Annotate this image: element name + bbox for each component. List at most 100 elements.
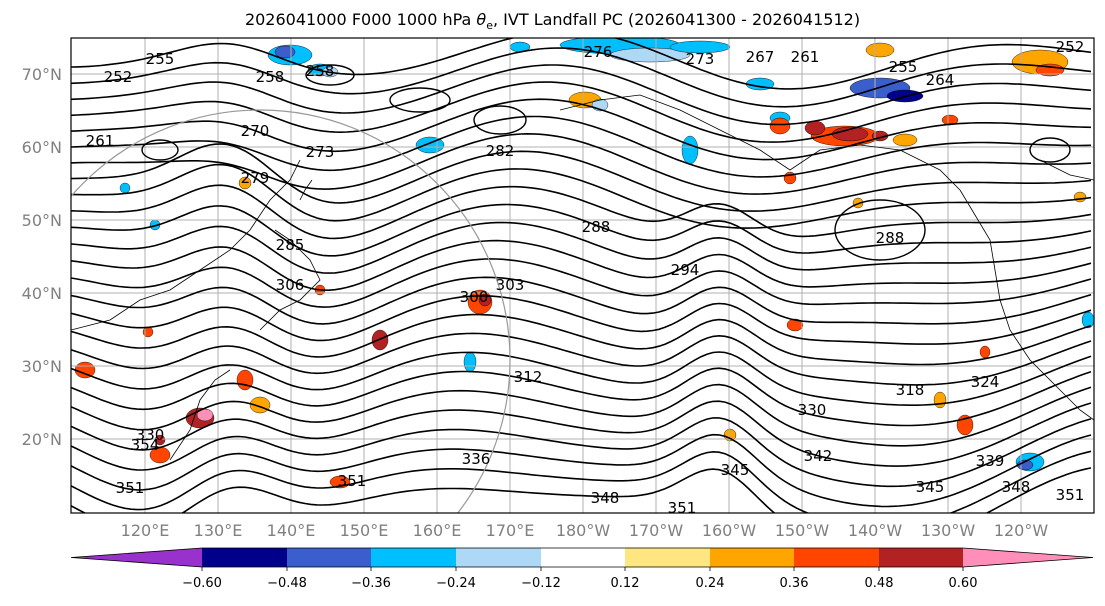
colorbar-tick-label: −0.24: [436, 576, 476, 591]
contour-label-group: 273: [306, 143, 335, 161]
ivt-shaded-patch: [979, 345, 991, 359]
title-variable-subscript: e: [486, 19, 493, 33]
contour-label: 324: [971, 373, 1000, 391]
contour-label-group: 351: [668, 499, 697, 517]
contour-label-group: 258: [306, 62, 335, 80]
contour-label: 351: [338, 472, 367, 490]
contour-label: 318: [896, 381, 925, 399]
theta-e-contour: [71, 313, 1092, 366]
lat-label: 60°N: [22, 138, 62, 157]
lat-label: 70°N: [22, 65, 62, 84]
colorbar-bin: [625, 548, 710, 567]
theta-e-contour: [71, 143, 1092, 212]
theta-e-contour: [71, 467, 1092, 513]
theta-e-contour: [71, 239, 1092, 292]
theta-e-contour: [71, 115, 1092, 178]
contour-label-group: 261: [791, 48, 820, 66]
contour-label-group: 288: [876, 229, 905, 247]
lat-label: 30°N: [22, 357, 62, 376]
contour-label: 345: [721, 461, 750, 479]
map-content: [71, 38, 1094, 513]
contour-label-group: 330: [136, 426, 165, 444]
theta-e-contour: [71, 351, 1092, 406]
title-variable: θe: [476, 10, 493, 33]
colorbar-tick-label: −0.60: [182, 576, 222, 591]
contour-label: 279: [241, 169, 270, 187]
contour-label-group: 351: [338, 472, 367, 490]
ivt-shaded-patch: [1073, 191, 1087, 203]
contour-label-group: 306: [276, 276, 305, 294]
contour-label-group: 282: [486, 142, 515, 160]
lon-label: 170°E: [486, 521, 535, 540]
contour-label: 306: [276, 276, 305, 294]
lon-label: 140°E: [267, 521, 316, 540]
theta-e-contour: [71, 417, 1092, 488]
ivt-shaded-patch: [478, 293, 492, 307]
great-circle-layer: [71, 109, 511, 513]
contour-label: 285: [276, 236, 305, 254]
ivt-shaded-patch: [769, 117, 791, 135]
contour-label: 300: [460, 288, 489, 306]
contour-label: 261: [86, 132, 115, 150]
theta-e-contour: [71, 276, 1092, 325]
colorbar-bin: [371, 548, 456, 567]
contour-label: 258: [306, 62, 335, 80]
theta-e-contour: [71, 38, 1092, 90]
ivt-shaded-patch: [681, 135, 699, 165]
theta-e-contour: [71, 64, 1092, 126]
lon-label: 150°E: [340, 521, 389, 540]
contour-label: 348: [591, 489, 620, 507]
ivt-shaded-patch: [463, 351, 477, 373]
contour-label: 282: [486, 142, 515, 160]
theta-e-contour: [71, 184, 1092, 240]
theta-e-contour-layer: [71, 38, 1092, 513]
colorbar-tick-label: 0.12: [611, 576, 640, 591]
coastline: [71, 159, 301, 331]
ivt-shaded-patch: [119, 182, 131, 194]
contour-label: 288: [876, 229, 905, 247]
theta-e-contour: [71, 163, 1092, 229]
contour-label-group: 258: [256, 68, 285, 86]
contour-label-group: 351: [116, 479, 145, 497]
distance-ring: [71, 109, 511, 513]
contour-label-group: 336: [462, 450, 491, 468]
ivt-shaded-patch: [865, 42, 895, 58]
contour-label: 342: [804, 447, 833, 465]
theta-e-closed-contour: [473, 105, 527, 135]
title-prefix: 2026041000 F000 1000 hPa: [244, 10, 477, 29]
ivt-shaded-patch: [154, 434, 166, 446]
theta-e-closed-contour: [834, 199, 926, 261]
contour-label: 252: [1056, 38, 1085, 56]
lon-label: 170°W: [629, 521, 684, 540]
ivt-shaded-patch: [804, 120, 826, 136]
theta-e-contour: [71, 258, 1092, 308]
ivt-shaded-patch: [1081, 311, 1094, 329]
theta-e-contour: [71, 295, 1092, 345]
contour-label-group: 252: [104, 68, 133, 86]
ivt-shaded-patch: [892, 133, 918, 147]
coastline: [259, 229, 321, 331]
contour-label-group: 354: [131, 436, 160, 454]
lon-label: 120°W: [994, 521, 1049, 540]
colorbar-bin: [202, 548, 287, 567]
contour-label: 273: [306, 143, 335, 161]
colorbar-bin: [456, 548, 541, 567]
colorbar-tick-label: 0.60: [949, 576, 978, 591]
contour-label-group: 324: [971, 373, 1000, 391]
theta-e-contour: [71, 433, 1092, 508]
chart-title: 2026041000 F000 1000 hPa θe, IVT Landfal…: [0, 10, 1105, 32]
contour-label: 261: [791, 48, 820, 66]
coastline-layer: [71, 94, 1094, 461]
contour-label: 339: [976, 452, 1005, 470]
contour-label-group: 264: [926, 71, 955, 89]
lon-label: 130°W: [921, 521, 976, 540]
lon-label: 150°W: [775, 521, 830, 540]
contour-label-group: 294: [671, 261, 700, 279]
contour-labels: 252 255 258 258 270 261 273 276 273 267 255 282 279 2…: [86, 38, 1085, 517]
colorbar-tick-label: 0.48: [865, 576, 894, 591]
longitude-labels: 120°E 130°E 140°E 150°E 160°E 170°E 180°W 170°W…: [121, 521, 1049, 540]
theta-e-contour: [71, 367, 1092, 427]
contour-label: 258: [256, 68, 285, 86]
contour-label: 255: [889, 58, 918, 76]
contour-label-group: 261: [86, 132, 115, 150]
